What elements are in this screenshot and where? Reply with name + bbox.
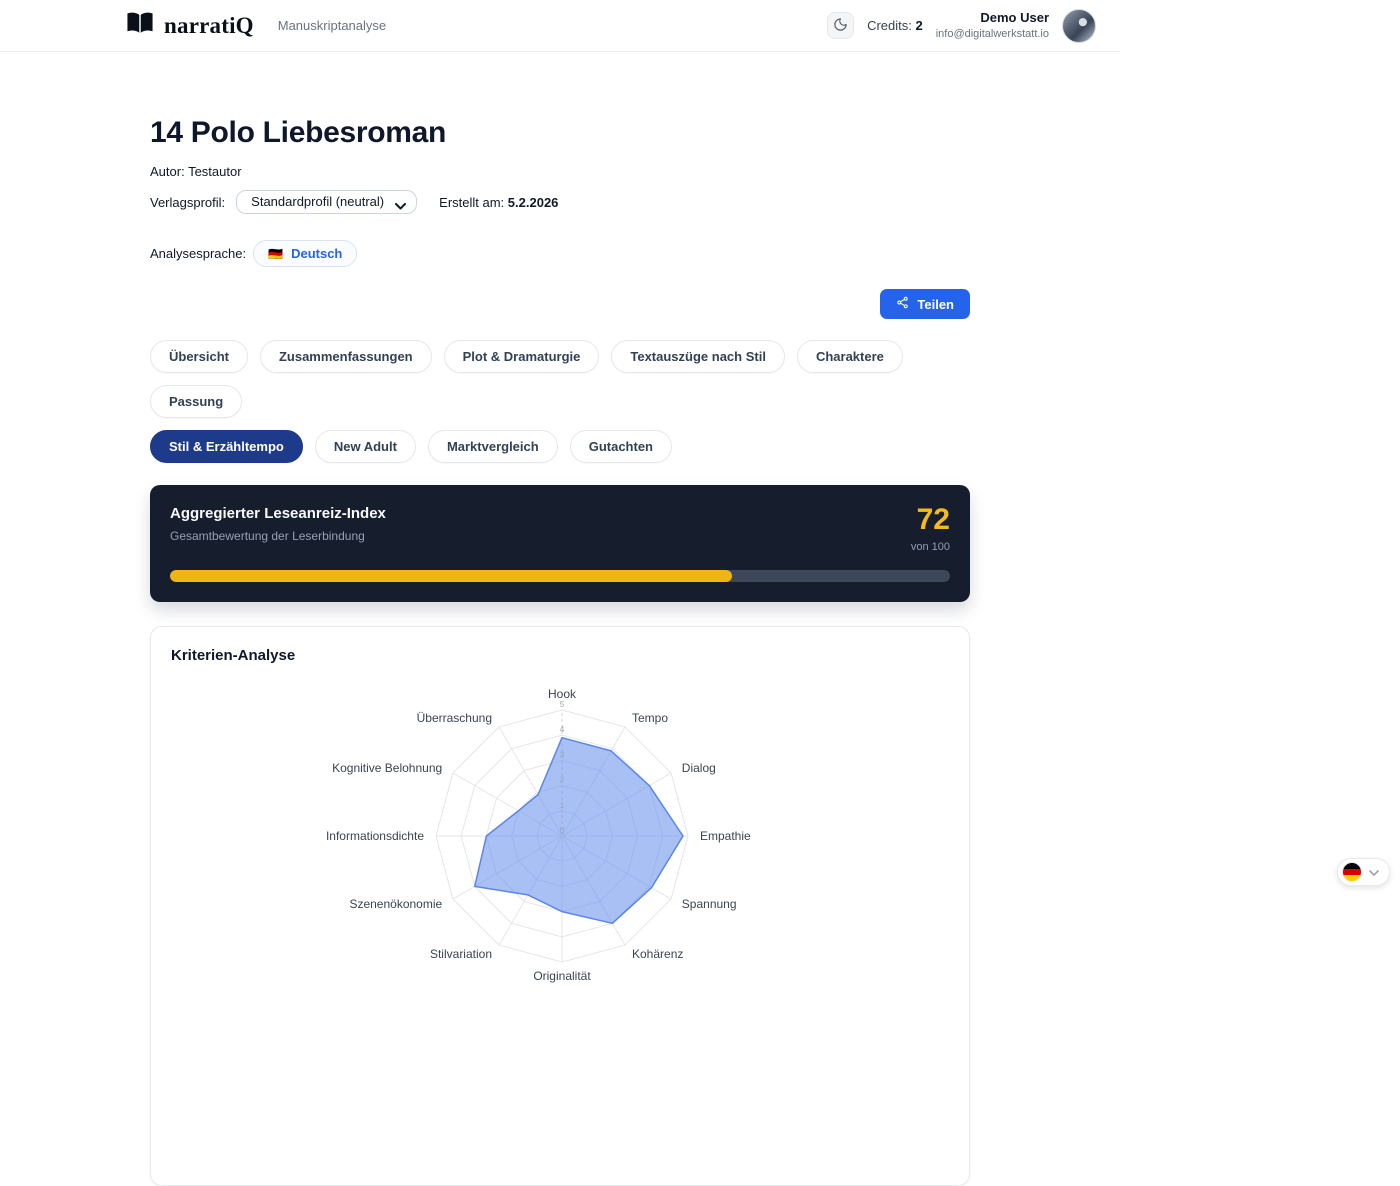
tab-uebersicht[interactable]: Übersicht [150,340,248,373]
avatar[interactable] [1062,9,1096,43]
score-card-titles: Aggregierter Leseanreiz-Index Gesamtbewe… [170,505,386,543]
profile-label: Verlagsprofil: [150,195,225,210]
credits-label: Credits: [867,18,912,33]
radar-axis-label: Tempo [632,711,668,725]
radar-axis-label: Spannung [682,897,737,911]
radar-tick-label: 3 [560,750,565,759]
radar-axis-label: Informationsdichte [326,829,424,843]
german-flag-icon: 🇩🇪 [268,247,284,261]
score-value: 72 [911,505,950,535]
page-title: 14 Polo Liebesroman [150,116,970,150]
score-value-block: 72 von 100 [911,505,950,553]
author-value: Testautor [188,164,241,179]
radar-data-polygon [475,738,683,924]
radar-axis-label: Kognitive Belohnung [332,761,442,775]
tab-zusammenfassungen[interactable]: Zusammenfassungen [260,340,432,373]
user-info: Demo User info@digitalwerkstatt.io [936,10,1049,41]
tab-stil-erzaehltempo[interactable]: Stil & Erzähltempo [150,430,303,463]
tab-gutachten[interactable]: Gutachten [570,430,672,463]
radar-tick-label: 1 [560,801,565,810]
radar-tick-label: 2 [560,776,565,785]
radar-axis-label: Stilvariation [430,947,492,961]
author-line: Autor: Testautor [150,164,970,179]
radar-axis-label: Szenenökonomie [349,897,442,911]
top-bar: narratiQ Manuskriptanalyse Credits: 2 De… [0,0,1120,52]
brand-name: narratiQ [164,13,254,39]
language-value: Deutsch [291,246,342,261]
share-nodes-icon [896,296,909,312]
main-content: 14 Polo Liebesroman Autor: Testautor Ver… [0,52,1120,1186]
profile-select-wrap: Standardprofil (neutral) [236,190,417,214]
score-card-header: Aggregierter Leseanreiz-Index Gesamtbewe… [170,505,950,553]
tab-textauszuege-nach-stil[interactable]: Textauszüge nach Stil [611,340,785,373]
site-language-picker[interactable] [1337,858,1390,886]
score-card-title: Aggregierter Leseanreiz-Index [170,505,386,522]
tab-charaktere[interactable]: Charaktere [797,340,903,373]
radar-axis-label: Hook [548,687,577,701]
radar-tick-label: 0 [560,826,565,835]
radar-tick-label: 4 [560,725,565,734]
share-row: Teilen [150,289,970,319]
profile-select[interactable]: Standardprofil (neutral) [236,190,417,214]
theme-toggle-button[interactable] [827,12,854,39]
brand-logo[interactable]: narratiQ [125,11,254,40]
score-suffix: von 100 [911,541,950,553]
author-label: Autor: [150,164,185,179]
radar-tick-label: 5 [560,700,565,709]
moon-icon [833,17,848,35]
radar-axis-label: Überraschung [417,711,492,725]
german-flag-icon [1342,862,1362,882]
credits-value: 2 [915,18,922,33]
tab-new-adult[interactable]: New Adult [315,430,416,463]
user-email: info@digitalwerkstatt.io [936,27,1049,41]
score-card: Aggregierter Leseanreiz-Index Gesamtbewe… [150,485,970,602]
score-card-subtitle: Gesamtbewertung der Leserbindung [170,529,386,543]
app-subtitle: Manuskriptanalyse [278,18,386,33]
radar-axis-label: Kohärenz [632,947,683,961]
tab-plot-dramaturgie[interactable]: Plot & Dramaturgie [444,340,600,373]
radar-axis-label: Originalität [533,969,591,983]
created-value: 5.2.2026 [508,195,559,210]
created-label: Erstellt am: [439,195,504,210]
tab-passung[interactable]: Passung [150,385,242,418]
tab-row-1: Übersicht Zusammenfassungen Plot & Dramatu… [150,340,970,418]
user-name: Demo User [936,10,1049,27]
chevron-down-icon [1369,863,1379,881]
created-line: Erstellt am: 5.2.2026 [439,195,558,210]
open-book-icon [125,11,155,40]
share-label: Teilen [917,297,954,312]
top-bar-right: Credits: 2 Demo User info@digitalwerksta… [827,9,1096,43]
radar-axis-label: Empathie [700,829,751,843]
score-progress-track [170,570,950,582]
criteria-card-title: Kriterien-Analyse [171,647,949,664]
radar-axis-label: Dialog [682,761,716,775]
language-label: Analysesprache: [150,246,246,261]
score-progress-fill [170,570,732,582]
tab-row-2: Stil & Erzähltempo New Adult Marktvergleic… [150,430,970,463]
meta-row: Verlagsprofil: Standardprofil (neutral) … [150,190,970,214]
app-container: narratiQ Manuskriptanalyse Credits: 2 De… [0,0,1120,1186]
tab-marktvergleich[interactable]: Marktvergleich [428,430,558,463]
language-row: Analysesprache: 🇩🇪 Deutsch [150,240,970,267]
share-button[interactable]: Teilen [880,289,970,319]
credits-display: Credits: 2 [867,18,923,33]
analysis-language-button[interactable]: 🇩🇪 Deutsch [253,240,357,267]
